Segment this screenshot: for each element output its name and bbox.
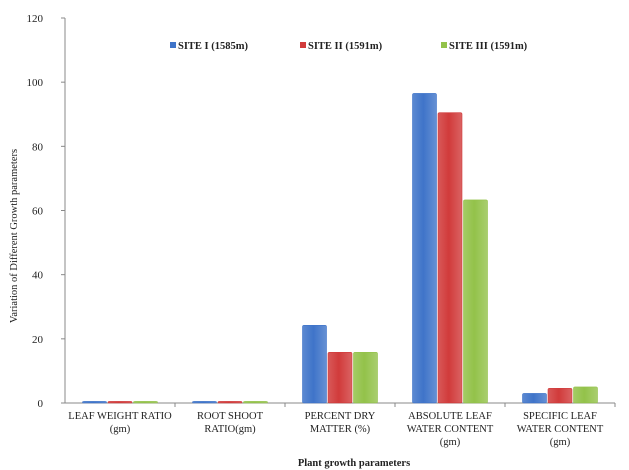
bar [82,401,107,404]
bar [192,401,217,404]
bar [522,393,547,404]
bar [573,386,598,404]
y-tick-label: 120 [27,13,44,25]
y-tick-label: 0 [38,398,44,410]
bar [412,93,437,404]
bars [82,93,598,404]
bar [243,401,268,404]
bar [327,352,353,404]
y-tick-label: 60 [32,206,44,218]
y-tick-label: 20 [32,334,44,346]
x-axis-title: Plant growth parameters [298,458,410,469]
bar [437,112,463,404]
bar [107,401,133,404]
labels: LEAF WEIGHT RATIO (gm) ROOT SHOOT RATIO(gm)… [68,411,604,448]
legend-label: SITE II (1591m) [308,41,383,52]
category-label: PERCENT DRY MATTER (%) [305,411,376,435]
legend-swatch [441,42,447,48]
bar [463,199,488,404]
legend-label: SITE III (1591m) [449,41,528,52]
category-label: LEAF WEIGHT RATIO (gm) [68,411,172,435]
bar [302,325,327,404]
legend: SITE I (1585m) SITE II (1591m) SITE III (1… [170,41,528,52]
bar [353,352,378,404]
legend-label: SITE I (1585m) [178,41,249,52]
bar [217,401,243,404]
legend-swatch [170,42,176,48]
y-tick-label: 80 [32,141,44,153]
category-label: ROOT SHOOT RATIO(gm) [197,411,264,435]
y-tick-label: 40 [32,270,44,282]
y-axis-title: Variation of Different Growth parameters [9,149,20,323]
y-tick-label: 100 [27,77,44,89]
legend-swatch [300,42,306,48]
category-label: SPECIFIC LEAF WATER CONTENT (gm) [517,411,604,448]
bar [133,401,158,404]
bar [547,387,573,404]
category-label: ABSOLUTE LEAF WATER CONTENT (gm) [407,411,494,448]
